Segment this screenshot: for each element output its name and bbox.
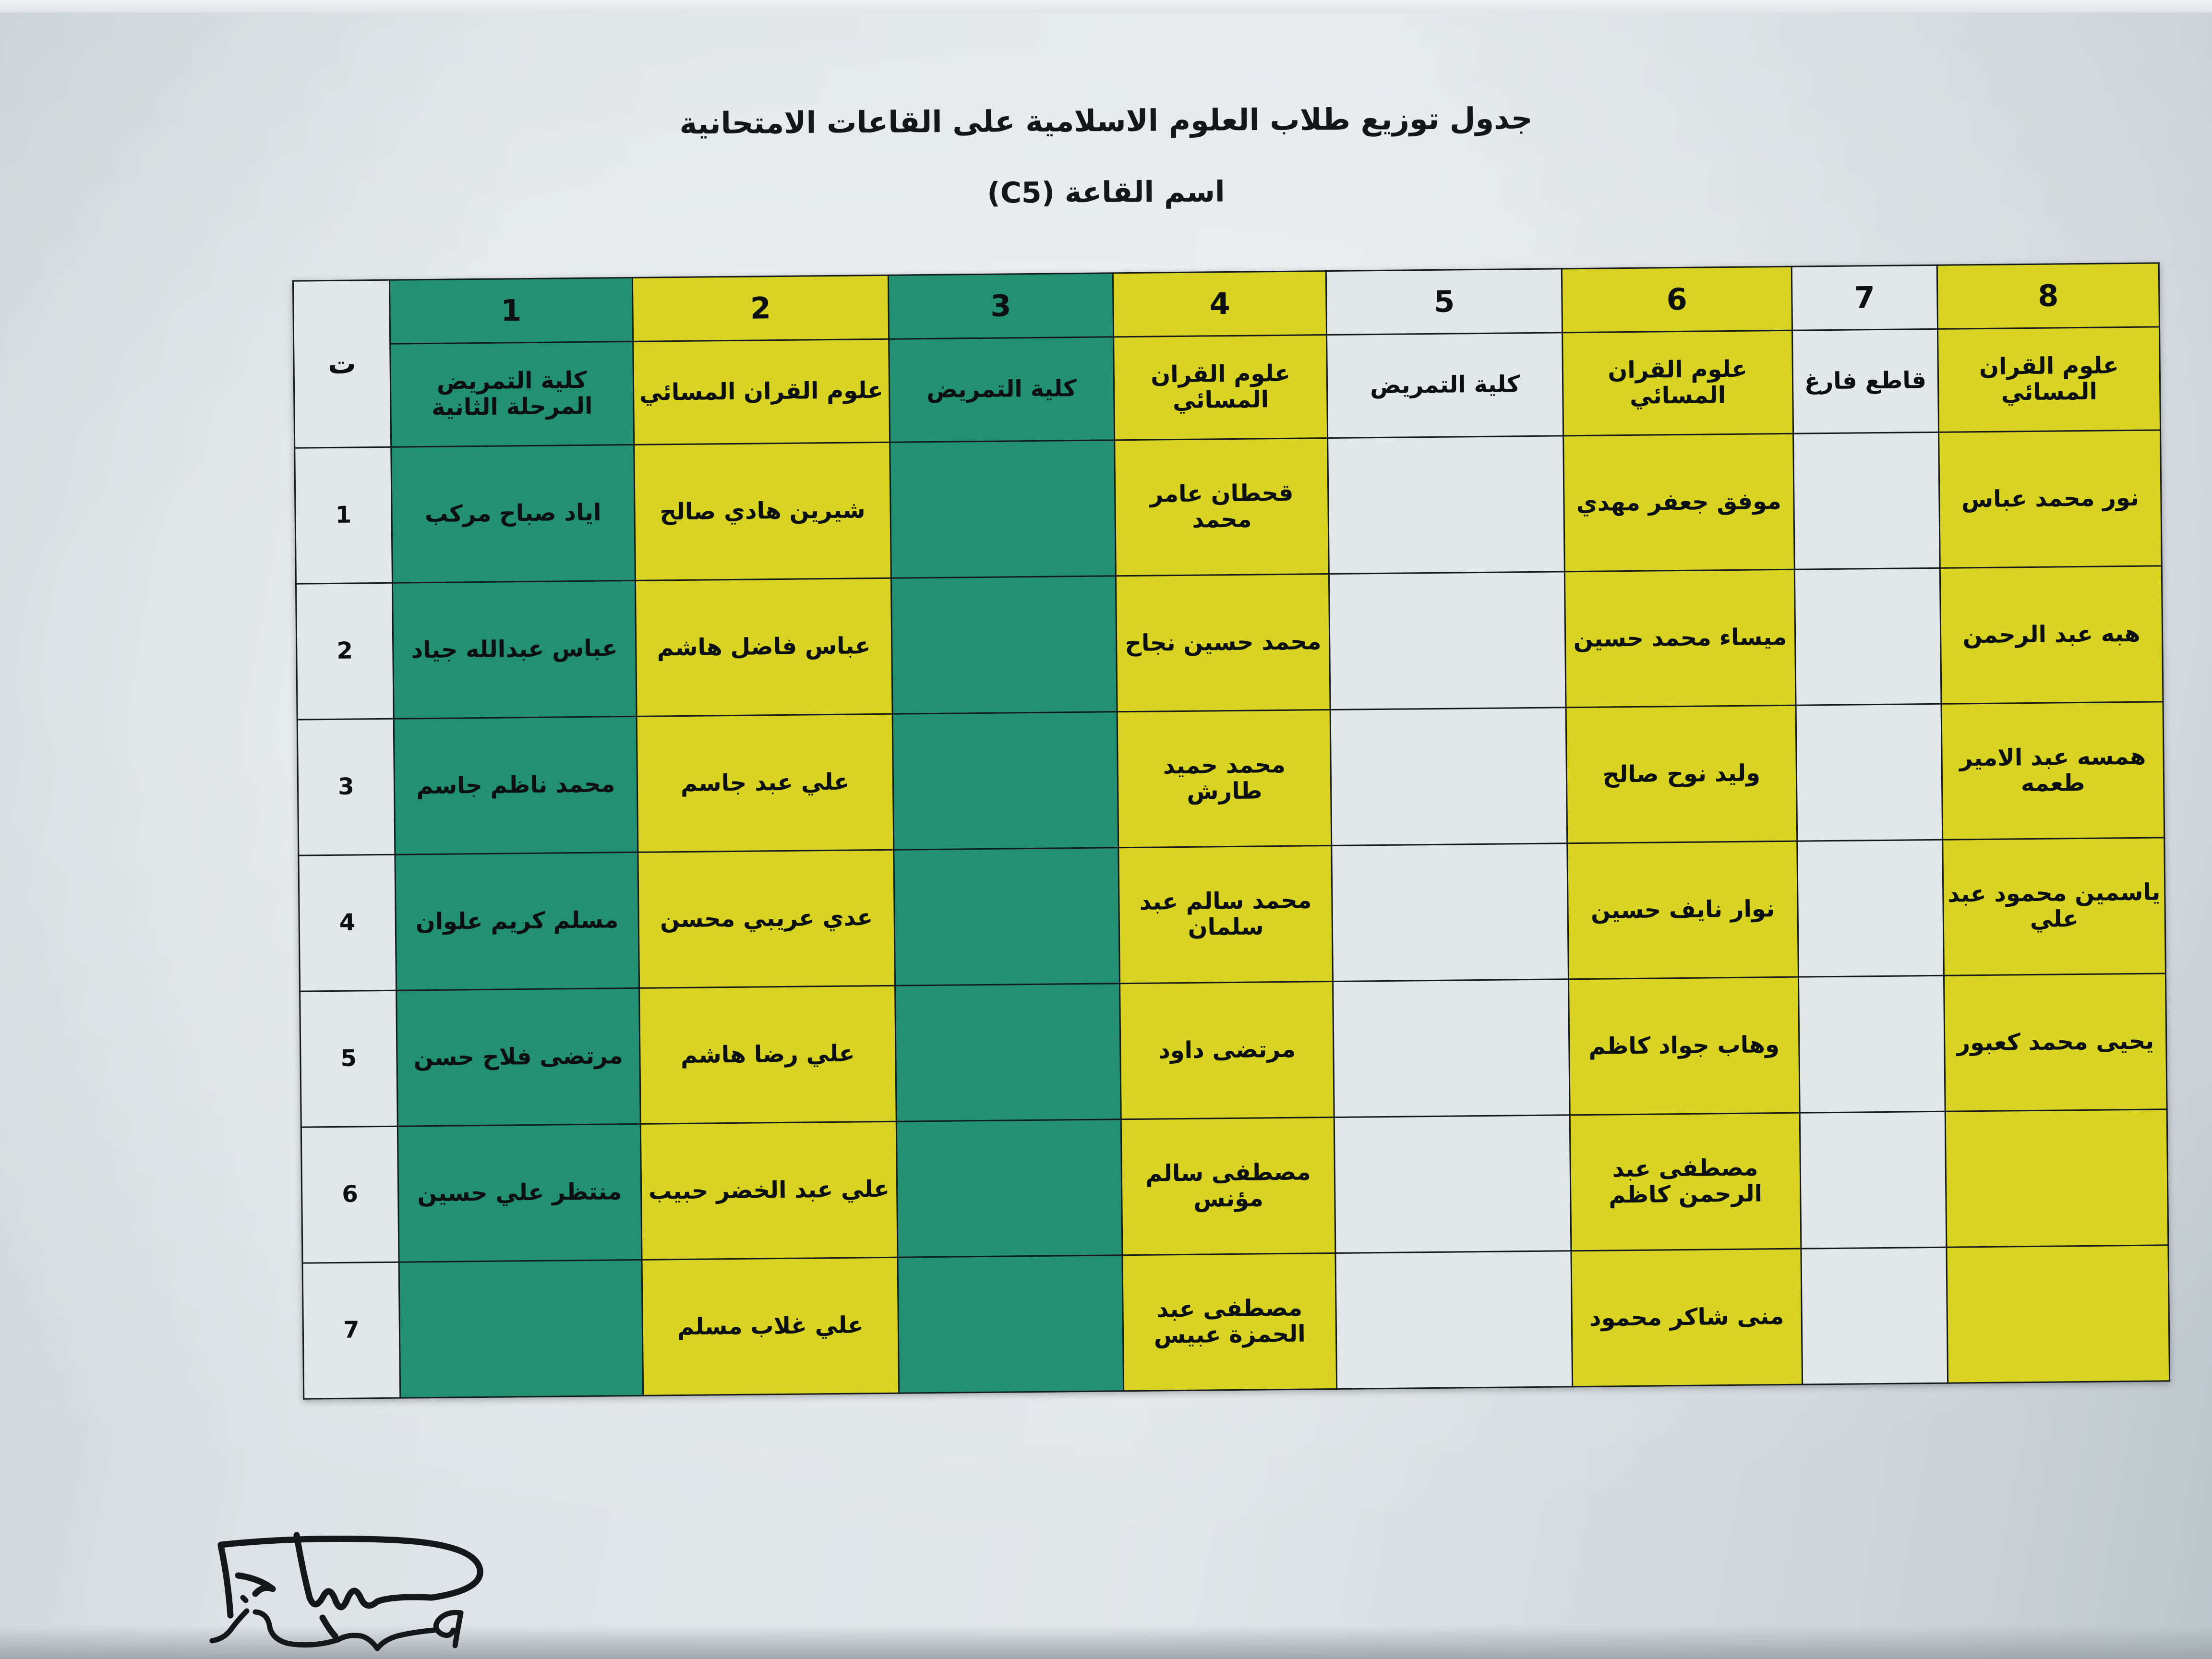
student-cell-c5-r1 — [1328, 435, 1565, 574]
student-cell-c1-r5: مرتضى فلاح حسن — [396, 988, 641, 1127]
student-cell-c6-r6: مصطفى عبد الرحمن كاظم — [1570, 1113, 1801, 1251]
row-number-1: 1 — [294, 447, 393, 584]
column-header-3: كلية التمريض — [889, 337, 1115, 443]
row-number-3: 3 — [297, 719, 395, 856]
student-cell-c6-r7: منى شاكر محمود — [1571, 1249, 1803, 1387]
column-header-4: علوم القران المسائي — [1113, 335, 1328, 440]
student-cell-c4-r3: محمد حميد طارش — [1117, 709, 1332, 848]
student-cell-c1-r7 — [398, 1260, 643, 1398]
student-cell-c3-r2 — [891, 576, 1118, 714]
student-cell-c2-r1: شيرين هادي صالح — [634, 442, 891, 581]
student-cell-c5-r2 — [1329, 571, 1566, 710]
student-cell-c1-r3: محمد ناظم جاسم — [393, 716, 638, 855]
student-cell-c8-r5: يحيى محمد كعبور — [1944, 973, 2167, 1112]
distribution-table-container: 8 7 6 5 4 3 2 1 ت علوم القران المسائي قاطع فارغ علو… — [292, 262, 2170, 1399]
student-cell-c2-r6: علي عبد الخضر حبيب — [640, 1121, 898, 1260]
student-distribution-table: 8 7 6 5 4 3 2 1 ت علوم القران المسائي قاطع فارغ علو… — [292, 262, 2170, 1399]
row-number-5: 5 — [300, 990, 398, 1128]
row-number-4: 4 — [298, 854, 397, 992]
student-cell-c3-r5 — [895, 983, 1121, 1122]
table-row: نور محمد عباس موفق جعفر مهدي قحطان عامر مح… — [294, 430, 2162, 584]
student-cell-c1-r1: اياد صباح مركب — [391, 445, 636, 583]
column-header-1: كلية التمريض المرحلة الثانية — [390, 341, 634, 447]
student-cell-c4-r5: مرتضى داود — [1119, 981, 1334, 1119]
student-cell-c4-r1: قحطان عامر محمد — [1114, 438, 1329, 576]
student-cell-c8-r2: هبه عبد الرحمن — [1940, 565, 2164, 704]
column-number-header-4: 4 — [1113, 271, 1327, 337]
student-cell-c2-r5: علي رضا هاشم — [639, 986, 897, 1124]
student-cell-c6-r5: وهاب جواد كاظم — [1568, 977, 1800, 1115]
student-cell-c7-r5 — [1798, 975, 1946, 1113]
paper-top-edge — [0, 0, 2212, 12]
table-header-name-row: علوم القران المسائي قاطع فارغ علوم القران … — [294, 326, 2161, 448]
student-cell-c5-r6 — [1334, 1115, 1572, 1253]
column-header-5: كلية التمريض — [1326, 332, 1563, 438]
table-row: مصطفى عبد الرحمن كاظم مصطفى سالم مؤنس علي … — [301, 1109, 2168, 1263]
student-cell-c2-r4: عدي عريبي محسن — [637, 850, 895, 988]
student-cell-c1-r6: منتظر علي حسين — [397, 1124, 642, 1262]
column-number-header-7: 7 — [1791, 265, 1938, 331]
student-cell-c3-r6 — [896, 1119, 1122, 1258]
student-cell-c5-r4 — [1332, 843, 1569, 982]
student-cell-c6-r3: وليد نوح صالح — [1566, 705, 1797, 843]
row-number-7: 7 — [302, 1262, 400, 1399]
student-cell-c3-r1 — [890, 440, 1116, 578]
document-title-block: جدول توزيع طلاب العلوم الاسلامية على الق… — [0, 101, 2212, 210]
student-cell-c8-r7 — [1946, 1245, 2170, 1383]
student-cell-c7-r3 — [1795, 704, 1943, 842]
column-number-header-8: 8 — [1937, 263, 2160, 329]
column-number-header-3: 3 — [888, 273, 1114, 339]
column-header-2: علوم القران المسائي — [633, 339, 890, 445]
column-header-6: علوم القران المسائي — [1562, 330, 1793, 436]
student-cell-c8-r3: همسه عبد الامير طعمه — [1941, 701, 2164, 840]
student-cell-c1-r2: عباس عبدالله جياد — [392, 580, 637, 719]
index-column-header: ت — [293, 280, 391, 448]
student-cell-c2-r2: عباس فاضل هاشم — [635, 578, 892, 717]
table-row: هبه عبد الرحمن ميساء محمد حسين محمد حسين ن… — [296, 565, 2164, 720]
student-cell-c8-r1: نور محمد عباس — [1938, 430, 2162, 568]
column-header-8: علوم القران المسائي — [1937, 326, 2161, 433]
student-cell-c6-r2: ميساء محمد حسين — [1564, 569, 1796, 708]
table-row: منى شاكر محمود مصطفى عبد الحمزة عبيس علي غ… — [302, 1245, 2170, 1399]
student-cell-c4-r2: محمد حسين نجاح — [1116, 574, 1331, 712]
table-row: ياسمين محمود عبد علي نوار نايف حسين محمد س… — [298, 837, 2166, 992]
student-cell-c4-r4: محمد سالم عبد سلمان — [1118, 845, 1333, 984]
row-number-6: 6 — [301, 1126, 399, 1263]
student-cell-c7-r4 — [1797, 840, 1944, 977]
student-cell-c6-r1: موفق جعفر مهدي — [1563, 433, 1794, 572]
table-row: همسه عبد الامير طعمه وليد نوح صالح محمد حم… — [297, 701, 2164, 856]
student-cell-c3-r3 — [892, 711, 1118, 850]
student-cell-c7-r7 — [1801, 1247, 1948, 1385]
student-cell-c7-r6 — [1799, 1111, 1947, 1249]
student-cell-c7-r1 — [1793, 432, 1940, 570]
student-cell-c4-r6: مصطفى سالم مؤنس — [1121, 1117, 1336, 1255]
student-cell-c7-r2 — [1794, 568, 1942, 706]
student-cell-c6-r4: نوار نايف حسين — [1567, 841, 1799, 979]
page-title: جدول توزيع طلاب العلوم الاسلامية على الق… — [679, 100, 1533, 141]
student-cell-c3-r4 — [893, 847, 1120, 986]
handwritten-signature: احمد محسن بندر — [144, 1517, 509, 1656]
student-cell-c4-r7: مصطفى عبد الحمزة عبيس — [1122, 1253, 1337, 1391]
student-cell-c8-r6 — [1945, 1109, 2168, 1248]
column-number-header-1: 1 — [389, 277, 633, 344]
column-header-7: قاطع فارغ — [1792, 329, 1939, 434]
column-number-header-2: 2 — [632, 275, 889, 342]
student-cell-c5-r3 — [1330, 707, 1567, 846]
student-cell-c2-r3: علي عبد جاسم — [637, 714, 894, 853]
hall-name-subtitle: اسم القاعة (C5) — [987, 175, 1225, 210]
student-cell-c3-r7 — [897, 1255, 1124, 1394]
student-cell-c5-r7 — [1335, 1250, 1573, 1389]
row-number-2: 2 — [296, 583, 394, 720]
student-cell-c5-r5 — [1333, 979, 1570, 1118]
column-number-header-6: 6 — [1562, 266, 1792, 333]
student-cell-c1-r4: مسلم كريم علوان — [395, 852, 639, 991]
student-cell-c8-r4: ياسمين محمود عبد علي — [1942, 837, 2166, 976]
student-cell-c2-r7: علي غلاب مسلم — [641, 1257, 899, 1396]
table-row: يحيى محمد كعبور وهاب جواد كاظم مرتضى داود ع… — [300, 973, 2167, 1128]
column-number-header-5: 5 — [1326, 268, 1563, 335]
